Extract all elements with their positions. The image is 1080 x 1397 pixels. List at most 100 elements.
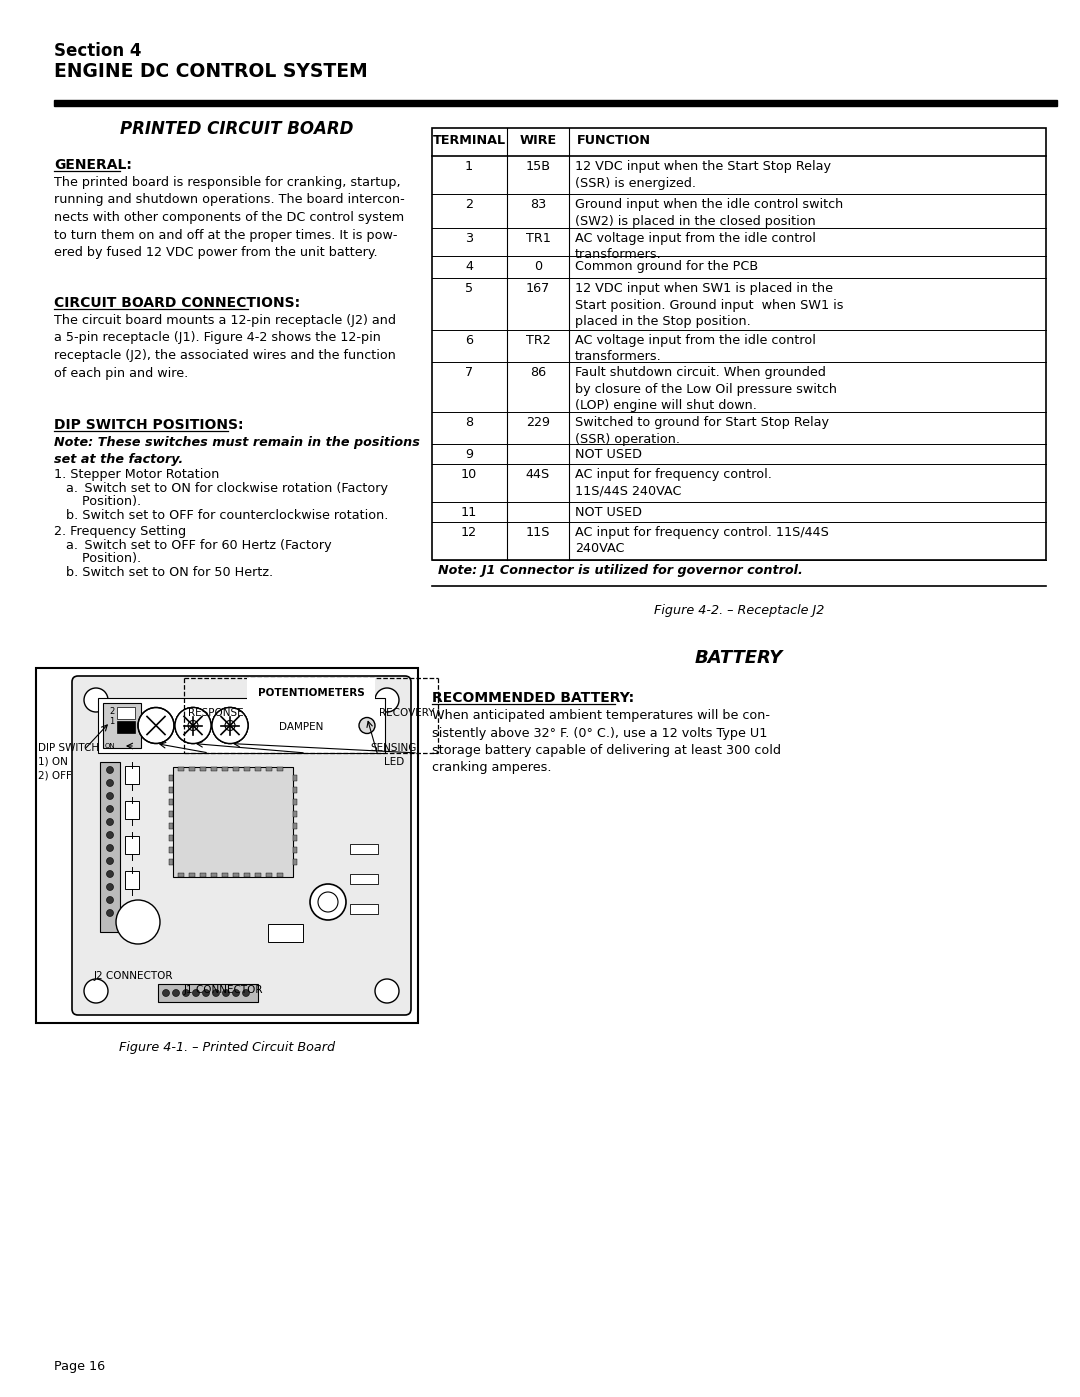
Text: Position).: Position). (54, 552, 141, 564)
Text: POTENTIOMETERS: POTENTIOMETERS (258, 687, 364, 698)
Bar (432, 560, 1047, 585)
Text: a. Switch set to OFF for 60 Hertz (Factory: a. Switch set to OFF for 60 Hertz (Facto… (54, 539, 332, 552)
Bar (233, 873, 239, 877)
Bar (168, 835, 173, 841)
Circle shape (107, 806, 113, 813)
Circle shape (203, 989, 210, 996)
Text: PRINTED CIRCUIT BOARD: PRINTED CIRCUIT BOARD (120, 120, 353, 138)
Circle shape (222, 989, 229, 996)
Circle shape (84, 979, 108, 1003)
Text: 2: 2 (109, 707, 114, 717)
Text: 12 VDC input when the Start Stop Relay
(SSR) is energized.: 12 VDC input when the Start Stop Relay (… (575, 161, 831, 190)
Bar (117, 721, 135, 733)
Text: 10: 10 (461, 468, 477, 481)
Bar (168, 847, 173, 854)
Circle shape (318, 893, 338, 912)
Circle shape (107, 819, 113, 826)
Circle shape (310, 884, 346, 921)
Bar (293, 847, 297, 854)
Text: Page 16: Page 16 (54, 1361, 105, 1373)
Text: 15B: 15B (526, 161, 551, 173)
Circle shape (107, 858, 113, 865)
Bar (350, 844, 378, 854)
Bar (200, 767, 206, 771)
Text: LED: LED (384, 757, 404, 767)
Text: 167: 167 (526, 282, 550, 295)
Text: Ground input when the idle control switch
(SW2) is placed in the closed position: Ground input when the idle control switc… (575, 198, 843, 228)
Text: 3: 3 (464, 232, 473, 244)
Bar (268, 923, 303, 942)
Circle shape (107, 831, 113, 838)
Bar (178, 767, 184, 771)
Text: NOT USED: NOT USED (575, 448, 642, 461)
Text: 11: 11 (461, 506, 477, 520)
Text: 2: 2 (465, 198, 473, 211)
Text: SENSING: SENSING (370, 743, 417, 753)
Bar (255, 767, 261, 771)
Bar (189, 767, 195, 771)
Circle shape (192, 989, 200, 996)
Circle shape (232, 989, 240, 996)
Text: J1 CONNECTOR: J1 CONNECTOR (184, 985, 264, 995)
Bar (168, 775, 173, 781)
Text: 5: 5 (464, 282, 473, 295)
Text: 8: 8 (464, 416, 473, 429)
Text: AC input for frequency control. 11S/44S
240VAC: AC input for frequency control. 11S/44S … (575, 527, 828, 556)
Circle shape (225, 721, 235, 731)
Text: Position).: Position). (54, 495, 141, 509)
FancyBboxPatch shape (72, 676, 411, 1016)
Circle shape (107, 792, 113, 799)
Text: The circuit board mounts a 12-pin receptacle (J2) and
a 5-pin receptacle (J1). F: The circuit board mounts a 12-pin recept… (54, 314, 396, 380)
Bar (293, 859, 297, 865)
Text: ON: ON (105, 743, 116, 749)
Bar (178, 873, 184, 877)
Bar (168, 823, 173, 828)
Text: DAMPEN: DAMPEN (279, 722, 323, 732)
Circle shape (175, 707, 211, 743)
Bar (100, 761, 120, 932)
Text: 229: 229 (526, 416, 550, 429)
Text: 9: 9 (465, 448, 473, 461)
Bar (168, 859, 173, 865)
Bar (200, 873, 206, 877)
Circle shape (107, 845, 113, 852)
Text: TR1: TR1 (526, 232, 551, 244)
Text: AC voltage input from the idle control
transformers.: AC voltage input from the idle control t… (575, 232, 815, 261)
Bar (276, 767, 283, 771)
Text: 1: 1 (109, 717, 114, 726)
Text: 44S: 44S (526, 468, 550, 481)
Circle shape (375, 687, 399, 712)
Text: DIP SWITCH: DIP SWITCH (38, 743, 99, 753)
Text: 86: 86 (530, 366, 546, 379)
Text: RECOVERY: RECOVERY (378, 708, 434, 718)
Bar (293, 812, 297, 817)
Bar (293, 835, 297, 841)
Bar (244, 873, 249, 877)
Circle shape (243, 989, 249, 996)
Bar (293, 775, 297, 781)
Circle shape (84, 687, 108, 712)
Text: 1. Stepper Motor Rotation: 1. Stepper Motor Rotation (54, 468, 219, 481)
Bar (103, 703, 141, 747)
Text: WIRE: WIRE (519, 134, 556, 147)
Bar (36, 668, 418, 1023)
Circle shape (359, 718, 375, 733)
Text: TR2: TR2 (526, 334, 551, 346)
Circle shape (212, 707, 248, 743)
Bar (168, 799, 173, 805)
Bar (125, 870, 139, 888)
Circle shape (183, 989, 189, 996)
Text: Switched to ground for Start Stop Relay
(SSR) operation.: Switched to ground for Start Stop Relay … (575, 416, 829, 446)
Bar (125, 835, 139, 854)
Bar (211, 873, 217, 877)
Bar (222, 767, 228, 771)
Text: NOT USED: NOT USED (575, 506, 642, 520)
Bar (117, 707, 135, 719)
Circle shape (107, 883, 113, 890)
Bar (125, 766, 139, 784)
Bar (211, 767, 217, 771)
Bar (189, 873, 195, 877)
Text: Figure 4-1. – Printed Circuit Board: Figure 4-1. – Printed Circuit Board (119, 1041, 335, 1053)
Text: RECOMMENDED BATTERY:: RECOMMENDED BATTERY: (432, 692, 634, 705)
Circle shape (107, 897, 113, 904)
